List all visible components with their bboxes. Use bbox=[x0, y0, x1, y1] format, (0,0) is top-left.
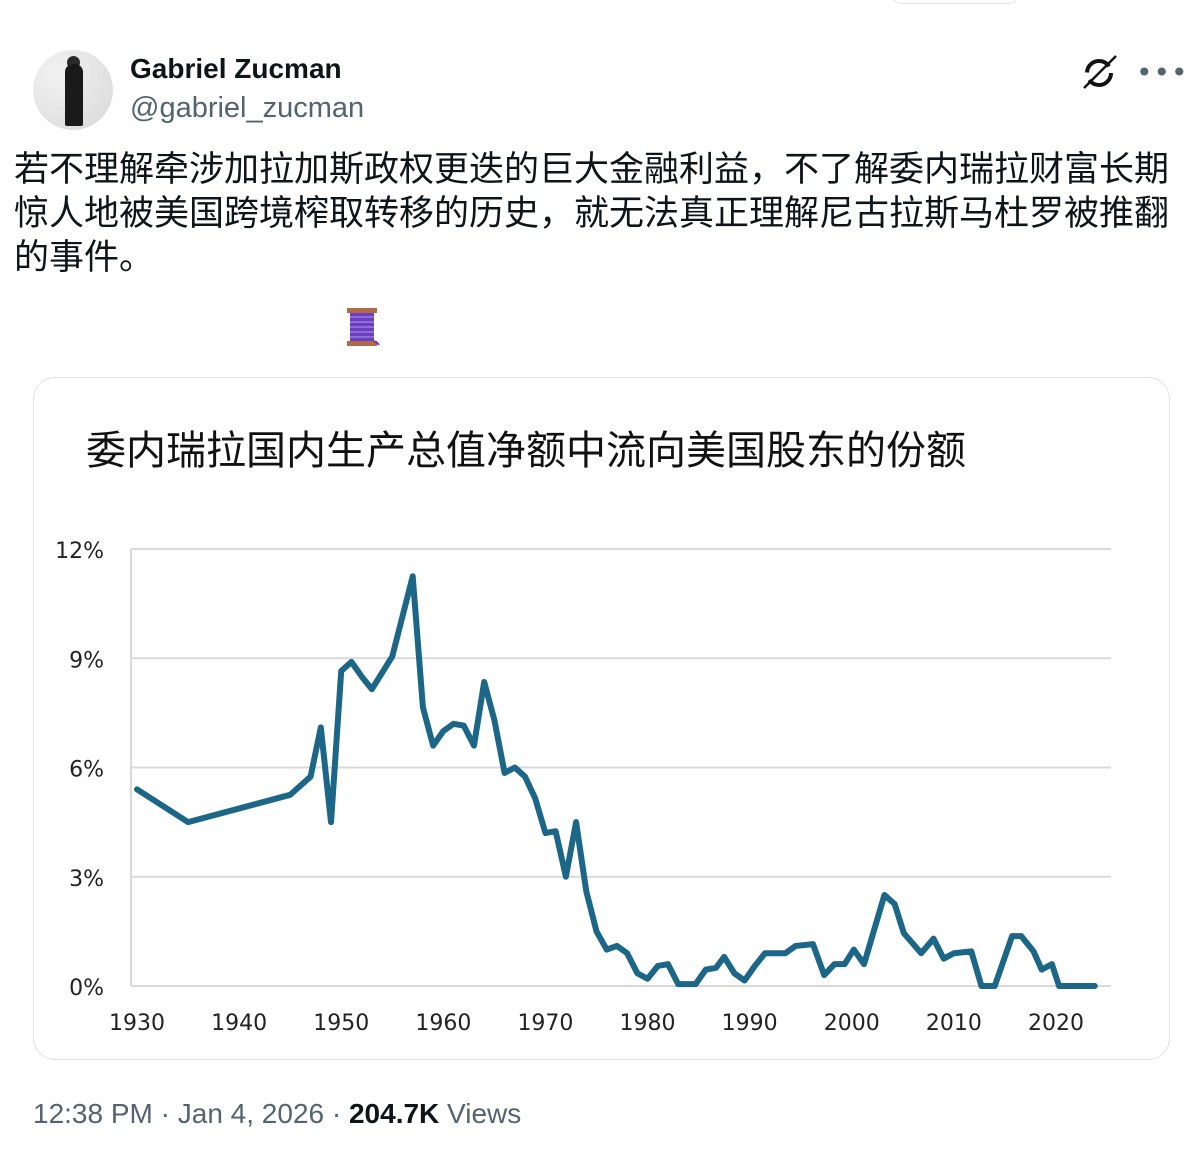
x-tick-label: 2010 bbox=[926, 1011, 982, 1036]
author-name[interactable]: Gabriel Zucman bbox=[130, 53, 342, 84]
y-tick-label: 6% bbox=[69, 758, 104, 783]
separator: · bbox=[324, 1098, 349, 1129]
separator: · bbox=[152, 1098, 178, 1129]
avatar-figure bbox=[65, 64, 83, 126]
series-line bbox=[134, 573, 1098, 989]
tweet-text: 若不理解牵涉加拉加斯政权更迭的巨大金融利益，不了解委内瑞拉财富长期惊人地被美国跨… bbox=[14, 150, 1170, 278]
x-tick-label: 2020 bbox=[1028, 1011, 1084, 1036]
y-tick-label: 9% bbox=[69, 648, 104, 673]
grok-icon[interactable] bbox=[1080, 52, 1120, 92]
tweet-time[interactable]: 12:38 PM bbox=[33, 1098, 153, 1129]
top-bar-fragment bbox=[890, 0, 1020, 4]
x-tick-label: 1970 bbox=[517, 1011, 573, 1036]
x-tick-label: 1940 bbox=[211, 1011, 267, 1036]
line-chart: 0% 3% 6% 9% 12% 1930 1940 1950 1960 1970 1980 1990 2… bbox=[55, 539, 1111, 1036]
views-label: Views bbox=[439, 1098, 522, 1129]
x-tick-label: 1950 bbox=[313, 1011, 369, 1036]
author-handle[interactable]: @gabriel_zucman bbox=[130, 92, 365, 124]
y-tick-label: 12% bbox=[55, 539, 104, 564]
x-tick-label: 1930 bbox=[109, 1011, 165, 1036]
thread-spool-emoji bbox=[347, 308, 380, 346]
x-tick-label: 1980 bbox=[620, 1011, 676, 1036]
view-count: 204.7K bbox=[348, 1098, 440, 1129]
y-tick-label: 3% bbox=[69, 867, 104, 892]
y-tick-label: 0% bbox=[69, 976, 104, 1001]
more-options-icon[interactable]: ••• bbox=[1136, 56, 1189, 89]
x-tick-label: 1990 bbox=[722, 1011, 778, 1036]
avatar[interactable] bbox=[33, 50, 113, 130]
chart-title: 委内瑞拉国内生产总值净额中流向美国股东的份额 bbox=[86, 428, 966, 474]
x-tick-label: 2000 bbox=[824, 1011, 880, 1036]
x-tick-label: 1960 bbox=[415, 1011, 471, 1036]
chart-image-card[interactable]: 委内瑞拉国内生产总值净额中流向美国股东的份额 0% 3% 6% 9% 12% 1930 19… bbox=[33, 377, 1170, 1060]
tweet-date[interactable]: Jan 4, 2026 bbox=[177, 1098, 325, 1129]
tweet-meta: 12:38 PM · Jan 4, 2026 · 204.7K Views bbox=[33, 1098, 521, 1130]
